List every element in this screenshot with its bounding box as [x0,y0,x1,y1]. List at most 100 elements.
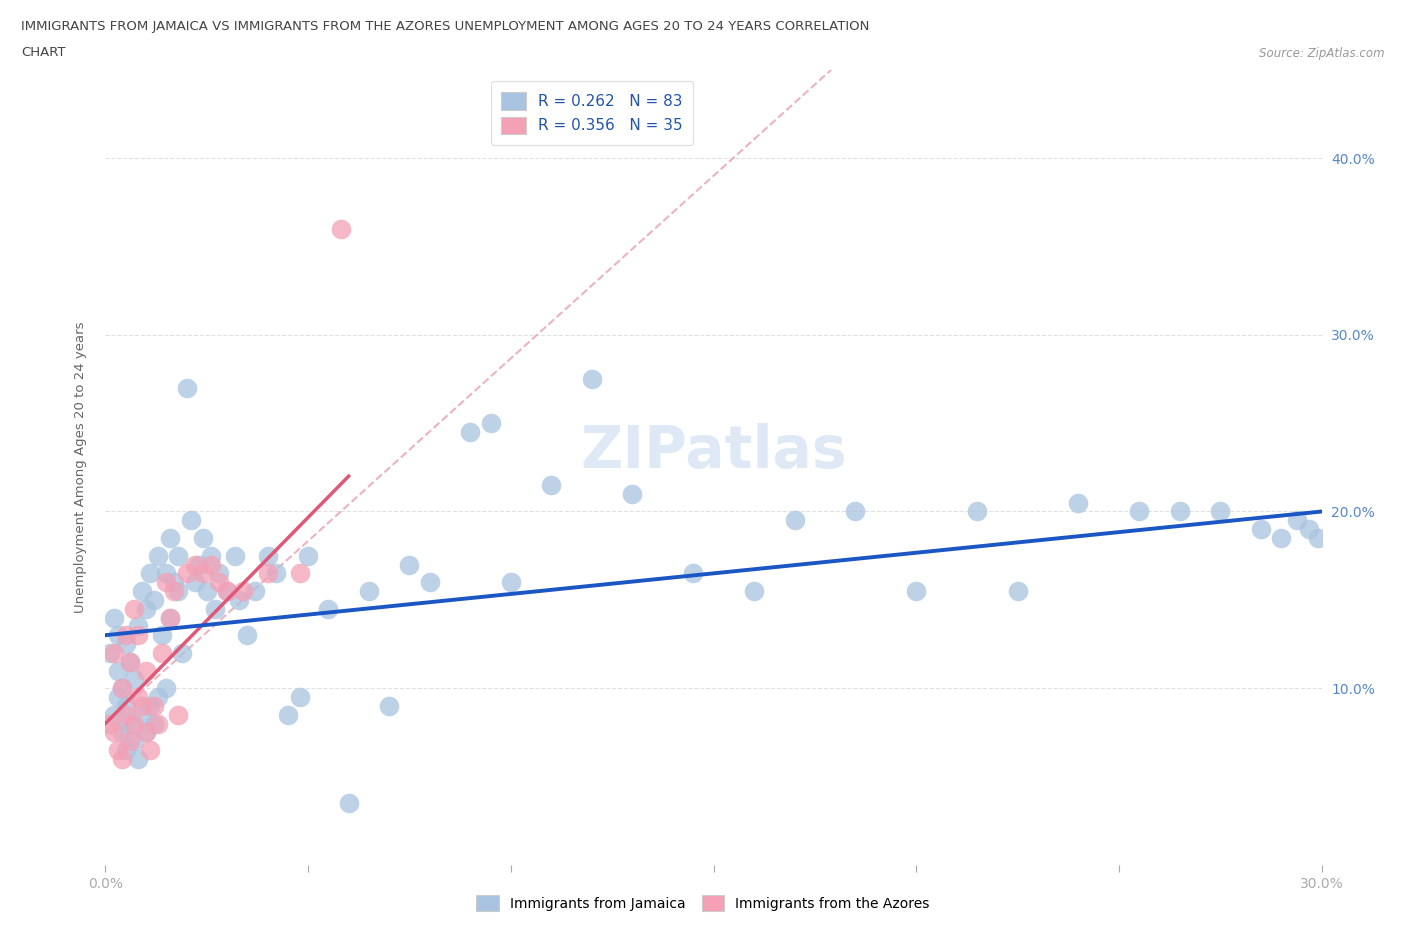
Point [1286,513,1309,528]
Point [224,549,246,564]
Point [621,486,644,501]
Point [159,610,181,625]
Point [111,681,134,696]
Point [180,513,202,528]
Point [1128,504,1150,519]
Point [176,565,198,580]
Point [155,565,177,580]
Point [107,663,129,678]
Point [297,549,319,564]
Point [195,584,218,599]
Point [163,575,186,590]
Point [232,584,254,599]
Point [183,575,205,590]
Point [135,602,157,617]
Point [1067,496,1090,511]
Point [107,742,129,757]
Point [187,557,209,572]
Point [139,565,162,580]
Point [131,708,153,723]
Point [114,628,136,643]
Point [172,645,194,660]
Point [905,584,928,599]
Point [966,504,988,519]
Point [256,549,278,564]
Point [228,592,250,607]
Point [217,584,239,599]
Point [127,751,149,766]
Point [256,565,278,580]
Point [150,645,173,660]
Point [264,565,287,580]
Point [143,592,166,607]
Point [1209,504,1232,519]
Point [103,725,125,740]
Point [288,565,311,580]
Point [146,549,169,564]
Point [176,380,198,395]
Point [118,655,141,670]
Point [204,602,226,617]
Point [499,575,522,590]
Point [103,610,125,625]
Point [208,565,231,580]
Point [114,637,136,652]
Point [155,681,177,696]
Point [167,549,190,564]
Point [183,557,205,572]
Legend: R = 0.262   N = 83, R = 0.356   N = 35: R = 0.262 N = 83, R = 0.356 N = 35 [491,81,693,145]
Point [159,530,181,545]
Point [107,690,129,705]
Point [118,655,141,670]
Point [200,549,222,564]
Point [378,698,401,713]
Point [111,751,134,766]
Point [159,610,181,625]
Point [150,628,173,643]
Point [1298,522,1320,537]
Point [742,584,765,599]
Point [127,619,149,634]
Point [114,698,136,713]
Point [143,716,166,731]
Point [98,716,121,731]
Point [131,698,153,713]
Point [1250,522,1272,537]
Point [122,672,145,687]
Y-axis label: Unemployment Among Ages 20 to 24 years: Unemployment Among Ages 20 to 24 years [75,322,87,613]
Point [127,628,149,643]
Point [98,645,121,660]
Point [111,725,134,740]
Point [318,602,340,617]
Point [1270,530,1292,545]
Point [118,716,141,731]
Text: CHART: CHART [21,46,66,60]
Point [107,628,129,643]
Point [135,725,157,740]
Point [245,584,267,599]
Point [1168,504,1191,519]
Point [1306,530,1329,545]
Point [167,708,190,723]
Point [191,530,214,545]
Point [114,708,136,723]
Point [419,575,441,590]
Point [208,575,231,590]
Point [191,565,214,580]
Text: ZIPatlas: ZIPatlas [581,423,846,480]
Point [139,742,162,757]
Point [131,584,153,599]
Text: IMMIGRANTS FROM JAMAICA VS IMMIGRANTS FROM THE AZORES UNEMPLOYMENT AMONG AGES 20: IMMIGRANTS FROM JAMAICA VS IMMIGRANTS FR… [21,20,869,33]
Point [143,698,166,713]
Point [167,584,190,599]
Point [337,796,360,811]
Point [146,690,169,705]
Point [122,716,145,731]
Point [236,628,259,643]
Point [357,584,380,599]
Point [111,681,134,696]
Point [217,584,239,599]
Point [103,708,125,723]
Point [114,742,136,757]
Point [135,725,157,740]
